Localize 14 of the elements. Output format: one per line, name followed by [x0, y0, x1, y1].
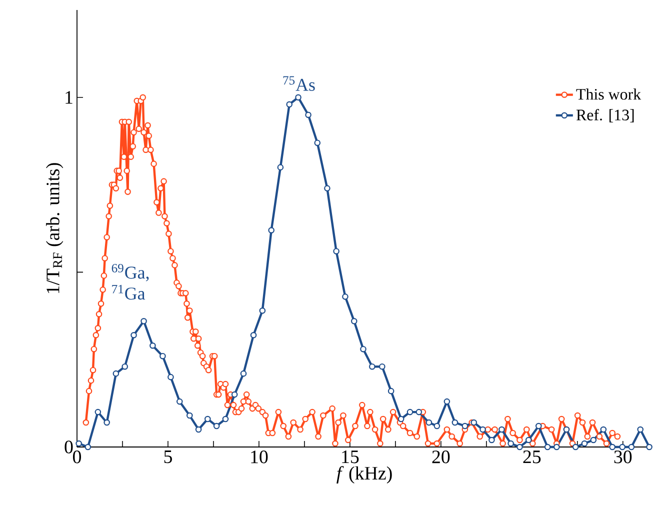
y-axis-title: 1/T$_{RF}$ (arb. units) [46, 163, 64, 294]
annotation: $^{69}$Ga, $^{71}$Ga [112, 264, 149, 300]
x-tick-label: 25 [523, 450, 541, 464]
x-tick-label: 5 [164, 450, 172, 464]
x-tick-label: 20 [432, 450, 450, 464]
annotation: $^{75}$As [283, 76, 315, 91]
x-tick-label: 30 [614, 450, 632, 464]
legend-label: Ref. [13] [576, 109, 634, 122]
x-tick-label: 0 [72, 450, 81, 464]
legend-label: This work [576, 88, 642, 100]
x-tick-label: 10 [251, 450, 268, 464]
x-tick-label: 15 [342, 450, 359, 464]
y-tick-label: 1 [66, 91, 72, 104]
x-axis-title: f (kHz) [336, 466, 392, 484]
